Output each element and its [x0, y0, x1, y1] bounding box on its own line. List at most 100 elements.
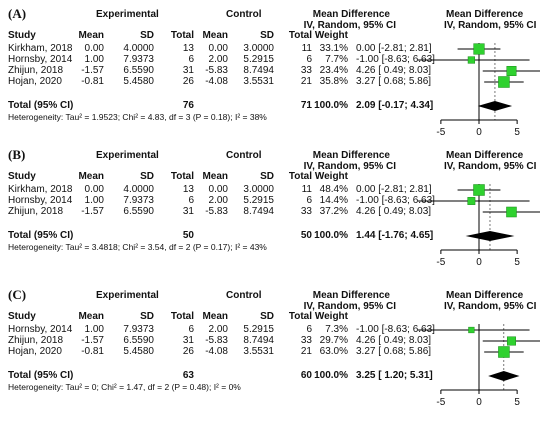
- experimental-sd: 7.9373: [123, 324, 154, 335]
- mean-difference-method-header: IV, Random, 95% CI: [303, 301, 396, 312]
- column-header-weight: Weight: [314, 30, 348, 41]
- x-axis-tick-label: 5: [514, 397, 520, 408]
- total-weight: 100.0%: [314, 100, 348, 111]
- control-total: 11: [301, 184, 312, 195]
- column-header-study: Study: [8, 311, 36, 322]
- control-sd: 8.7494: [243, 335, 274, 346]
- experimental-group-header: Experimental: [96, 9, 159, 20]
- experimental-sd: 4.0000: [123, 43, 154, 54]
- experimental-sd: 6.5590: [123, 206, 154, 217]
- study-name: Zhijun, 2018: [8, 335, 64, 346]
- experimental-total: 6: [188, 324, 194, 335]
- mean-difference-header: Mean Difference: [312, 290, 390, 301]
- control-grand-total: 60: [300, 370, 312, 381]
- control-group-header: Control: [226, 9, 262, 20]
- experimental-mean: 1.00: [84, 195, 104, 206]
- study-name: Hornsby, 2014: [8, 195, 73, 206]
- experimental-mean: 0.00: [84, 184, 104, 195]
- experimental-mean: -0.81: [81, 76, 104, 87]
- experimental-total: 6: [188, 195, 194, 206]
- study-ci: 4.26 [ 0.49; 8.03]: [356, 335, 432, 346]
- control-mean: -5.83: [205, 335, 228, 346]
- control-grand-total: 50: [300, 230, 312, 241]
- x-axis-tick-label: -5: [436, 397, 445, 408]
- pooled-ci: 3.25 [ 1.20; 5.31]: [356, 370, 433, 381]
- experimental-total: 13: [182, 184, 194, 195]
- plot-title: Mean Difference: [446, 9, 524, 20]
- study-effect-square: [467, 56, 475, 64]
- total-label: Total (95% CI): [8, 100, 74, 111]
- experimental-mean: -1.57: [81, 65, 104, 76]
- column-header-study: Study: [8, 171, 36, 182]
- column-header-total2: Total: [288, 311, 312, 322]
- experimental-total: 31: [182, 335, 194, 346]
- study-name: Hornsby, 2014: [8, 54, 73, 65]
- control-total: 6: [306, 54, 312, 65]
- study-ci: -1.00 [-8.63; 6.63]: [356, 324, 435, 335]
- study-ci: 0.00 [-2.81; 2.81]: [356, 43, 432, 54]
- experimental-total: 31: [182, 65, 194, 76]
- study-weight: 14.4%: [319, 195, 348, 206]
- experimental-grand-total: 76: [182, 100, 194, 111]
- forest-plot-panel-a: (A) Experimental Control Mean Difference IV,…: [0, 0, 550, 141]
- experimental-sd: 5.4580: [123, 346, 154, 357]
- study-weight: 7.7%: [325, 54, 348, 65]
- column-header-mean2: Mean: [202, 171, 228, 182]
- pooled-effect-diamond: [465, 231, 515, 241]
- study-ci: 3.27 [ 0.68; 5.86]: [356, 346, 432, 357]
- experimental-group-header: Experimental: [96, 290, 159, 301]
- study-weight: 29.7%: [319, 335, 348, 346]
- control-total: 21: [300, 346, 312, 357]
- study-effect-square: [498, 76, 510, 88]
- experimental-grand-total: 50: [182, 230, 194, 241]
- heterogeneity-text: Heterogeneity: Tau² = 0; Chi² = 1.47, df…: [8, 382, 241, 392]
- study-effect-square: [473, 184, 485, 196]
- study-weight: 48.4%: [319, 184, 348, 195]
- column-header-total2: Total: [288, 30, 312, 41]
- experimental-total: 13: [182, 43, 194, 54]
- experimental-sd: 4.0000: [123, 184, 154, 195]
- plot-title: Mean Difference: [446, 150, 524, 161]
- control-mean: -5.83: [205, 65, 228, 76]
- experimental-mean: -0.81: [81, 346, 104, 357]
- control-total: 11: [301, 43, 312, 54]
- control-total: 33: [300, 335, 312, 346]
- control-sd: 3.5531: [243, 76, 274, 87]
- study-ci: 4.26 [ 0.49; 8.03]: [356, 65, 432, 76]
- control-mean: 0.00: [208, 43, 228, 54]
- experimental-total: 31: [182, 206, 194, 217]
- experimental-mean: 1.00: [84, 324, 104, 335]
- study-name: Hojan, 2020: [8, 346, 62, 357]
- experimental-mean: 0.00: [84, 43, 104, 54]
- study-weight: 63.0%: [319, 346, 348, 357]
- plot-method: IV, Random, 95% CI: [444, 20, 537, 31]
- control-total: 33: [300, 65, 312, 76]
- x-axis-tick-label: 0: [476, 127, 482, 138]
- experimental-sd: 7.9373: [123, 54, 154, 65]
- x-axis-tick-label: -5: [436, 257, 445, 268]
- experimental-sd: 6.5590: [123, 335, 154, 346]
- column-header-total1: Total: [170, 171, 194, 182]
- column-header-mean1: Mean: [78, 30, 104, 41]
- panel-label: (B): [8, 147, 26, 162]
- experimental-total: 6: [188, 54, 194, 65]
- control-mean: 0.00: [208, 184, 228, 195]
- study-effect-square: [506, 66, 517, 76]
- x-axis-tick-label: 0: [476, 257, 482, 268]
- total-label: Total (95% CI): [8, 370, 74, 381]
- forest-plot: -5 0 5: [418, 184, 540, 268]
- study-name: Zhijun, 2018: [8, 65, 64, 76]
- column-header-mean1: Mean: [78, 171, 104, 182]
- study-effect-square: [506, 206, 517, 218]
- study-weight: 37.2%: [319, 206, 348, 217]
- forest-plot: -5 0 5: [418, 324, 540, 408]
- column-header-total2: Total: [288, 171, 312, 182]
- column-header-mean2: Mean: [202, 311, 228, 322]
- column-header-study: Study: [8, 30, 36, 41]
- column-header-sd1: SD: [140, 171, 154, 182]
- control-total: 33: [300, 206, 312, 217]
- control-total: 6: [306, 195, 312, 206]
- experimental-sd: 7.9373: [123, 195, 154, 206]
- total-label: Total (95% CI): [8, 230, 74, 241]
- control-sd: 8.7494: [243, 65, 274, 76]
